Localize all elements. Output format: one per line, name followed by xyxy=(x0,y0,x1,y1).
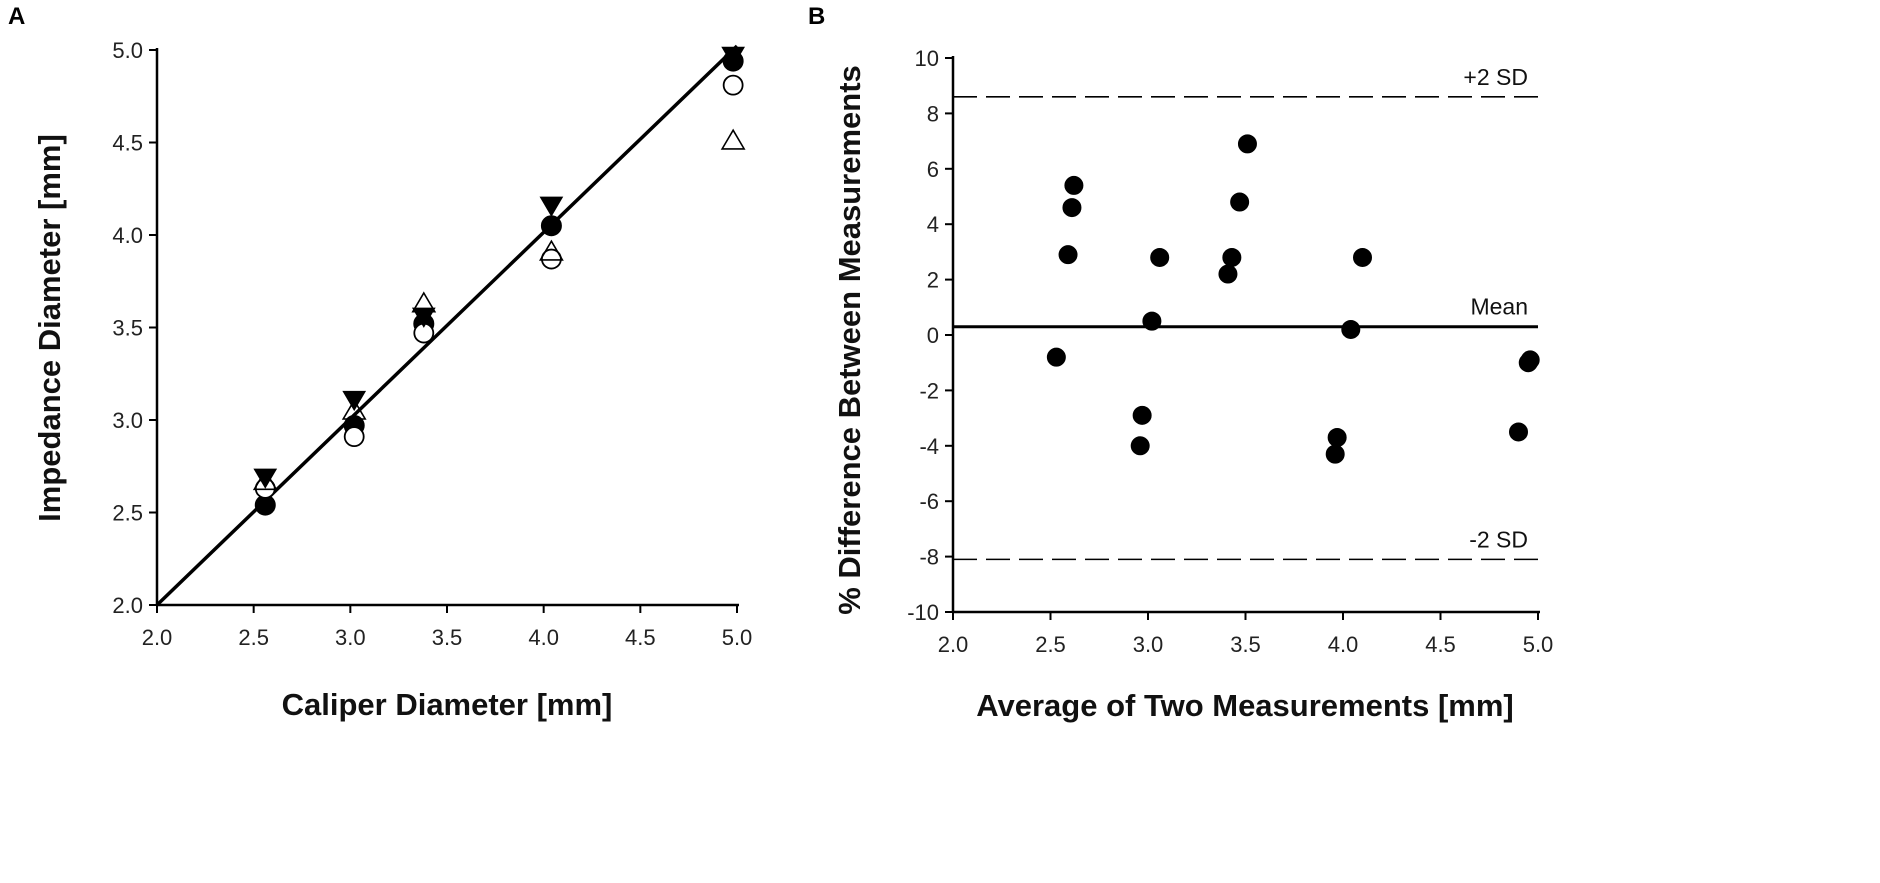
panel-b-y-tick-label: 10 xyxy=(915,46,939,71)
panel-a-point xyxy=(541,248,562,270)
panel-a-y-axis-title: Impedance Diameter [mm] xyxy=(32,134,67,522)
panel-a-point xyxy=(721,46,746,67)
panel-a-x-tick-label: 2.5 xyxy=(238,625,269,650)
panel-b-point xyxy=(1064,175,1084,195)
panel-b-x-tick-label: 2.0 xyxy=(938,632,969,657)
panel-b-point xyxy=(1062,198,1082,218)
panel-a-point xyxy=(411,291,437,313)
identity-line xyxy=(155,44,739,607)
panel-b-y-tick-label: 8 xyxy=(927,101,939,126)
reference-line-label: +2 SD xyxy=(1463,64,1528,90)
panel-a-y-tick-label: 3.5 xyxy=(112,316,143,341)
panel-a-point xyxy=(341,398,367,420)
panel-a-letter: A xyxy=(8,3,25,30)
panel-a-points xyxy=(252,46,746,516)
panel-b-y-tick-label: -6 xyxy=(919,489,939,514)
panel-a-y-tick-label: 2.5 xyxy=(112,501,143,526)
panel-a: A 2.0 2.5 3.0 3.5 4.0 4.5 5.0 2.0 2.5 3.0 3.5 4.0 4.… xyxy=(8,3,752,722)
panel-a-point xyxy=(539,196,564,217)
panel-b-x-tick-label: 3.0 xyxy=(1133,632,1164,657)
panel-b-points xyxy=(1046,134,1540,464)
panel-b-axes: 2.0 2.5 3.0 3.5 4.0 4.5 5.0 -10 -8 -6 -4 -2 0 2 4 6 8 10 xyxy=(907,46,1553,657)
panel-a-y-tick-label: 5.0 xyxy=(112,38,143,63)
reference-line-label: Mean xyxy=(1470,294,1528,320)
panel-a-identity-line xyxy=(155,44,739,607)
panel-b-y-tick-label: -8 xyxy=(919,545,939,570)
panel-a-x-tick-label: 4.0 xyxy=(528,625,559,650)
panel-b-y-tick-label: -2 xyxy=(919,378,939,403)
panel-b-point xyxy=(1130,436,1150,456)
panel-a-point xyxy=(540,215,562,237)
panel-a-axes: 2.0 2.5 3.0 3.5 4.0 4.5 5.0 2.0 2.5 3.0 3.5 4.0 4.5 5… xyxy=(112,38,752,650)
panel-b-x-tick-label: 3.5 xyxy=(1230,632,1261,657)
panel-b-point xyxy=(1509,422,1528,442)
panel-a-point xyxy=(720,128,746,150)
panel-a-point xyxy=(539,239,564,261)
reference-line-label: -2 SD xyxy=(1469,526,1528,552)
panel-b-x-tick-label: 2.5 xyxy=(1035,632,1066,657)
panel-a-x-tick-label: 3.0 xyxy=(335,625,366,650)
panel-b-y-tick-label: -4 xyxy=(919,434,939,459)
panel-b-point xyxy=(1142,311,1162,331)
panel-a-x-tick-label: 4.5 xyxy=(625,625,656,650)
panel-b-point xyxy=(1353,247,1372,267)
panel-b-point xyxy=(1325,444,1345,464)
panel-a-point xyxy=(722,74,744,96)
panel-a-point xyxy=(252,469,278,491)
panel-a-point xyxy=(343,426,365,448)
panel-a-x-tick-label: 5.0 xyxy=(722,625,753,650)
panel-b-point xyxy=(1046,347,1066,367)
panel-b-x-tick-label: 4.0 xyxy=(1328,632,1359,657)
panel-a-y-tick-label: 2.0 xyxy=(112,593,143,618)
panel-b-point xyxy=(1327,427,1347,447)
panel-b-y-tick-label: 2 xyxy=(927,268,939,293)
panel-b-x-tick-label: 5.0 xyxy=(1523,632,1554,657)
panel-b-y-axis-title: % Difference Between Measurements xyxy=(832,65,867,615)
panel-b-point xyxy=(1150,247,1170,267)
panel-a-y-tick-label: 4.5 xyxy=(112,131,143,156)
panel-b-y-tick-label: 6 xyxy=(927,157,939,182)
panel-b-point xyxy=(1341,319,1361,339)
panel-a-point xyxy=(411,307,436,328)
panel-b-letter: B xyxy=(808,3,825,30)
panel-a-x-axis-title: Caliper Diameter [mm] xyxy=(282,687,613,722)
panel-b-point xyxy=(1222,247,1242,267)
panel-b-y-tick-label: 4 xyxy=(927,212,939,237)
panel-b-x-tick-label: 4.5 xyxy=(1425,632,1456,657)
panel-b-point xyxy=(1058,245,1078,265)
panel-a-y-tick-label: 4.0 xyxy=(112,223,143,248)
panel-b: B 2.0 2.5 3.0 3.5 4.0 4.5 5.0 -10 -8 -6 -4 -2 0 2 4 6 8 1… xyxy=(808,3,1553,723)
panel-b-point xyxy=(1230,192,1250,212)
panel-b-point xyxy=(1132,405,1152,425)
panel-b-x-axis-title: Average of Two Measurements [mm] xyxy=(976,688,1513,723)
panel-b-point xyxy=(1218,264,1238,284)
panel-b-point xyxy=(1237,134,1257,154)
panel-a-x-tick-label: 2.0 xyxy=(142,625,173,650)
panel-b-point xyxy=(1520,350,1540,370)
panel-b-y-tick-label: 0 xyxy=(927,323,939,348)
panel-a-y-tick-label: 3.0 xyxy=(112,408,143,433)
panel-b-y-tick-label: -10 xyxy=(907,600,939,625)
panel-b-reference-lines: +2 SD Mean -2 SD xyxy=(953,64,1538,561)
panel-a-x-tick-label: 3.5 xyxy=(432,625,463,650)
